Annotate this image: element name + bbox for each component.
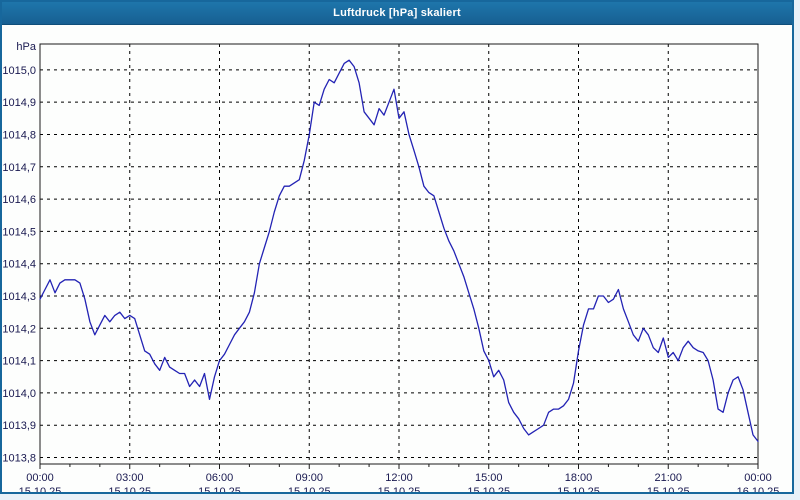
x-tick-time-label: 00:00 (26, 472, 54, 484)
x-tick-date-label: 15.10.25 (647, 486, 690, 492)
y-tick-label: 1014,2 (2, 323, 36, 335)
x-tick-time-label: 21:00 (654, 472, 682, 484)
y-tick-label: 1014,1 (2, 356, 36, 368)
x-tick-date-label: 15.10.25 (198, 486, 241, 492)
y-tick-label: 1014,5 (2, 226, 36, 238)
y-tick-label: 1014,4 (2, 259, 36, 271)
x-tick-date-label: 15.10.25 (467, 486, 510, 492)
x-tick-time-label: 15:00 (475, 472, 503, 484)
x-tick-time-label: 09:00 (295, 472, 323, 484)
x-tick-date-label: 15.10.25 (557, 486, 600, 492)
y-tick-label: 1014,7 (2, 162, 36, 174)
x-tick-time-label: 00:00 (744, 472, 772, 484)
y-tick-label: 1014,6 (2, 194, 36, 206)
x-tick-date-label: 15.10.25 (19, 486, 62, 492)
window-title: Luftdruck [hPa] skaliert (333, 7, 461, 19)
y-tick-label: 1015,0 (2, 65, 36, 77)
pressure-line (39, 59, 759, 443)
x-tick-date-label: 16.10.25 (737, 486, 780, 492)
y-tick-label: 1013,8 (2, 453, 36, 465)
x-tick-date-label: 15.10.25 (108, 486, 151, 492)
y-tick-label: 1013,9 (2, 420, 36, 432)
chart-area: 1015,0 1014,9 1014,8 1014,7 1014,6 1014,5 1014… (2, 25, 792, 498)
pressure-chart: 1015,0 1014,9 1014,8 1014,7 1014,6 1014,5 1014… (2, 41, 780, 498)
x-tick-date-label: 15.10.25 (378, 486, 421, 492)
x-tick-date-label: 15.10.25 (288, 486, 331, 492)
y-tick-label: 1014,3 (2, 291, 36, 303)
title-bar[interactable]: Luftdruck [hPa] skaliert (2, 2, 792, 25)
x-tick-time-label: 18:00 (565, 472, 593, 484)
y-axis-unit-label: hPa (16, 41, 36, 53)
y-tick-label: 1014,0 (2, 388, 36, 400)
x-tick-time-label: 03:00 (116, 472, 144, 484)
y-tick-label: 1014,8 (2, 129, 36, 141)
x-tick-time-label: 06:00 (206, 472, 234, 484)
plot-frame (39, 43, 759, 465)
y-tick-label: 1014,9 (2, 97, 36, 109)
x-tick-time-label: 12:00 (385, 472, 413, 484)
